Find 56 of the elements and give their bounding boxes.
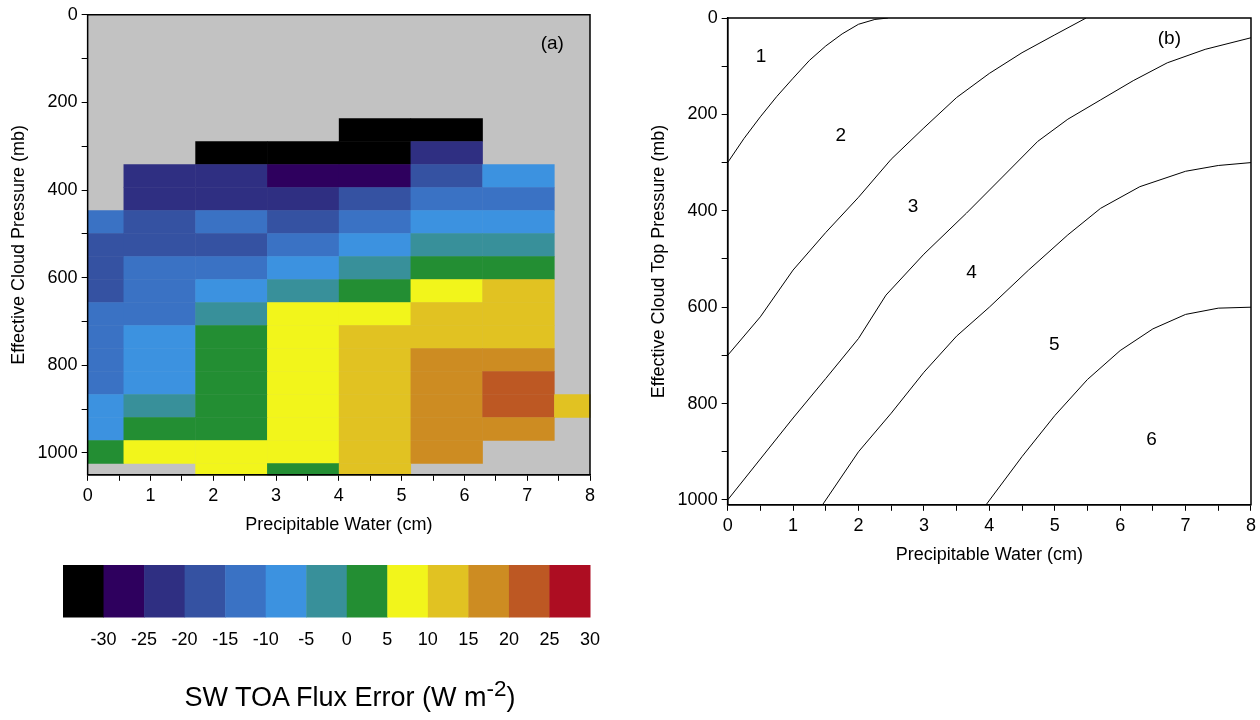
y-tick-label: 800 — [47, 354, 78, 375]
x-tick-label: 0 — [722, 514, 733, 535]
x-tick-label: 3 — [271, 484, 282, 505]
y-tick-label: 200 — [47, 91, 78, 112]
color-bar-label: -25 — [131, 629, 158, 650]
color-bar-label: 25 — [539, 629, 560, 650]
annotation: 4 — [966, 260, 978, 282]
color-bar-label: 5 — [382, 629, 393, 650]
color-bar-label: 0 — [341, 629, 352, 650]
x-tick-label: 4 — [984, 514, 995, 535]
x-tick-label: 5 — [396, 484, 407, 505]
x-tick-label: 7 — [522, 484, 533, 505]
y-tick-label: 1000 — [677, 488, 718, 509]
y-tick-label: 600 — [687, 296, 718, 317]
x-tick-label: 4 — [333, 484, 344, 505]
color-bar-label: -15 — [212, 629, 239, 650]
y-tick-label: 800 — [687, 392, 718, 413]
annotation: 2 — [835, 123, 846, 145]
color-bar-label: 20 — [498, 629, 519, 650]
x-axis-title: Precipitable Water (cm) — [895, 544, 1084, 565]
color-bar-label: -20 — [171, 629, 198, 650]
color-bar-label: -30 — [90, 629, 117, 650]
y-tick-label: 0 — [707, 6, 718, 27]
x-tick-label: 1 — [788, 514, 799, 535]
annotation: 3 — [907, 195, 919, 217]
x-tick-label: 1 — [145, 484, 156, 505]
x-tick-label: 5 — [1049, 514, 1060, 535]
x-tick-label: 6 — [1115, 514, 1126, 535]
annotation: (a) — [540, 31, 564, 53]
annotation: (b) — [1157, 26, 1181, 48]
x-axis-title: Precipitable Water (cm) — [245, 514, 433, 535]
x-tick-label: 0 — [82, 484, 93, 505]
x-tick-label: 2 — [208, 484, 219, 505]
color-bar-title: SW TOA Flux Error (W m$^{-2}$) — [183, 676, 517, 713]
annotation: 5 — [1048, 332, 1060, 354]
x-tick-label: 8 — [584, 484, 596, 505]
color-bar-label: 15 — [458, 629, 479, 650]
x-tick-label: 3 — [918, 514, 929, 535]
y-tick-label: 400 — [47, 179, 78, 200]
x-tick-label: 7 — [1180, 514, 1191, 535]
x-tick-label: 6 — [459, 484, 470, 505]
y-axis-title: Effective Cloud Pressure (mb) — [7, 124, 28, 365]
color-bar-label: 10 — [417, 629, 438, 650]
x-tick-label: 8 — [1245, 514, 1256, 535]
annotation: 6 — [1146, 428, 1157, 450]
color-bar-label: -5 — [298, 629, 315, 650]
y-tick-label: 0 — [67, 3, 78, 24]
y-tick-label: 600 — [47, 266, 78, 287]
y-tick-label: 400 — [687, 199, 718, 220]
color-bar-label: -10 — [252, 629, 279, 650]
annotation: 1 — [755, 44, 767, 66]
y-tick-label: 1000 — [37, 441, 78, 462]
color-bar-label: 30 — [579, 629, 601, 650]
y-axis-title: Effective Cloud Top Pressure (mb) — [647, 124, 668, 399]
x-tick-label: 2 — [853, 514, 864, 535]
y-tick-label: 200 — [687, 103, 718, 124]
